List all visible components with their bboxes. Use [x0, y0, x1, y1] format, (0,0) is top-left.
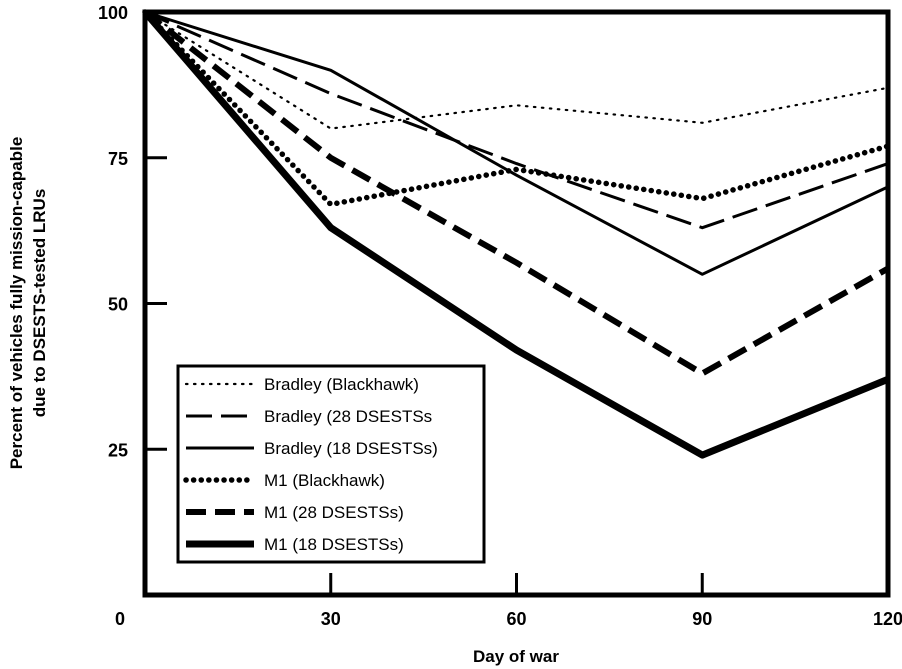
y-tick-label: 50: [108, 295, 128, 315]
x-tick-label: 0: [115, 609, 125, 629]
y-axis-ticks: 25 50 75 100: [98, 3, 167, 460]
series-line-6: [142, 9, 890, 459]
x-tick-label: 60: [506, 609, 526, 629]
series-line-2: [144, 10, 889, 230]
legend: Bradley (Blackhawk) Bradley (28 DSESTSs Br…: [176, 364, 486, 564]
legend-label-6: M1 (18 DSESTSs): [264, 535, 404, 554]
y-axis-title-line-1: Percent of vehicles fully mission-capabl…: [7, 137, 26, 470]
series-line-4: [142, 9, 891, 208]
series-line-3: [144, 10, 889, 276]
legend-label-3: Bradley (18 DSESTSs): [264, 439, 438, 458]
legend-label-2: Bradley (28 DSESTSs: [264, 407, 432, 426]
series-line-1: [143, 10, 890, 130]
x-tick-label: 120: [873, 609, 902, 629]
x-axis-title: Day of war: [473, 647, 559, 666]
legend-label-5: M1 (28 DSESTSs): [264, 503, 404, 522]
y-axis-title-line-2: due to DSESTS-tested LRUs: [30, 189, 49, 418]
y-tick-label: 100: [98, 3, 128, 23]
series-line-5: [143, 9, 890, 377]
series-group: [142, 9, 891, 459]
legend-label-4: M1 (Blackhawk): [264, 471, 385, 490]
legend-box: [176, 364, 486, 564]
x-tick-label: 90: [692, 609, 712, 629]
y-tick-label: 25: [108, 440, 128, 460]
y-tick-label: 75: [108, 149, 128, 169]
x-axis-ticks: 0 30 60 90 120: [115, 573, 902, 629]
x-tick-label: 30: [321, 609, 341, 629]
legend-label-1: Bradley (Blackhawk): [264, 375, 419, 394]
